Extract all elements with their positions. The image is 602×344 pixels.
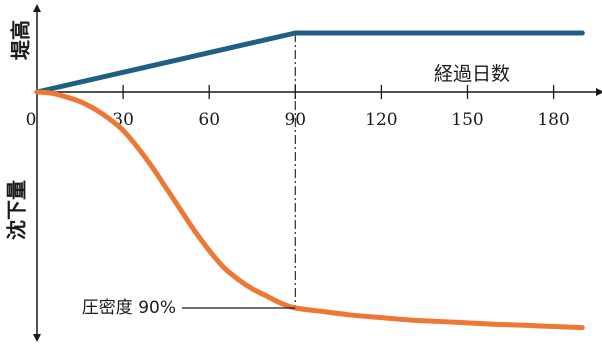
annotation-group: 圧密度 90% (82, 298, 296, 318)
y-upper-label: 堤高 (9, 20, 33, 60)
y-lower-label: 沈下量 (5, 180, 29, 240)
x-tick-label-180: 180 (537, 110, 569, 130)
series-line-settlement (34, 89, 585, 331)
x-axis-label: 経過日数 (434, 63, 510, 85)
series-line-height (34, 30, 585, 95)
x-tick-label-120: 120 (365, 110, 397, 130)
annotation-label: 圧密度 90% (82, 298, 176, 318)
series-group (34, 30, 585, 331)
x-tick-label-0: 0 (26, 110, 37, 130)
x-tick-label-150: 150 (451, 110, 483, 130)
x-tick-label-60: 60 (198, 110, 220, 130)
